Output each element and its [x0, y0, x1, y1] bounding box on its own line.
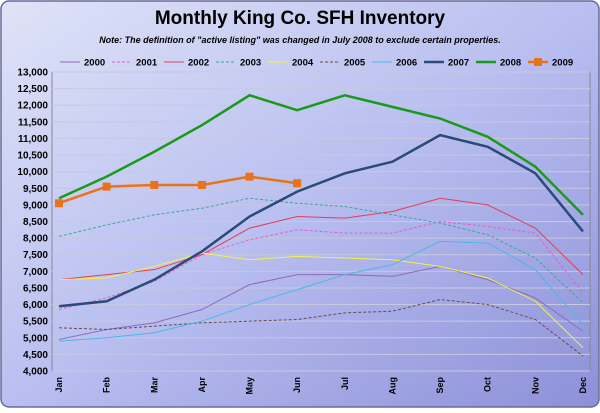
x-tick-label: Aug — [387, 377, 397, 395]
chart-subtitle: Note: The definition of "active listing"… — [99, 35, 501, 45]
legend-label: 2007 — [448, 58, 469, 69]
series-line — [58, 93, 584, 216]
series-line — [58, 265, 584, 340]
y-tick-label: 12,000 — [17, 101, 48, 112]
point-marker — [55, 199, 63, 208]
x-tick-label: Apr — [197, 377, 207, 393]
x-tick-label: Sep — [435, 377, 445, 394]
series-line — [58, 240, 584, 342]
y-tick-label: 11,500 — [18, 117, 48, 128]
y-tick-label: 5,000 — [23, 333, 48, 344]
series-line — [58, 252, 584, 349]
x-tick-label: Jun — [292, 377, 302, 393]
legend-label: 2000 — [84, 58, 105, 69]
y-tick-label: 6,000 — [23, 300, 48, 311]
y-tick-label: 12,500 — [17, 84, 48, 95]
series-line — [58, 197, 584, 281]
legend-label: 2004 — [292, 58, 314, 69]
series-line — [58, 133, 584, 308]
y-tick-label: 5,500 — [23, 317, 48, 328]
y-tick-label: 9,500 — [23, 184, 48, 195]
x-tick-label: Nov — [530, 377, 540, 394]
point-marker — [293, 179, 302, 188]
point-marker — [245, 172, 254, 181]
y-tick-label: 7,000 — [23, 267, 48, 278]
legend-label: 2003 — [240, 58, 261, 69]
legend-label: 2001 — [136, 58, 158, 69]
y-tick-label: 13,000 — [17, 68, 48, 79]
legend-label: 2005 — [344, 58, 366, 69]
y-tick-label: 8,500 — [23, 217, 48, 228]
legend-label: 2009 — [552, 58, 573, 69]
point-marker — [102, 182, 111, 191]
y-tick-label: 11,000 — [18, 134, 48, 145]
y-tick-label: 7,500 — [23, 250, 48, 261]
point-marker — [150, 180, 159, 189]
series-line — [58, 175, 298, 205]
point-marker — [197, 180, 206, 189]
y-tick-label: 9,000 — [23, 200, 48, 211]
y-tick-label: 4,500 — [23, 350, 48, 361]
x-tick-label: Jan — [54, 377, 64, 393]
legend-label: 2008 — [500, 58, 521, 69]
y-tick-label: 8,000 — [23, 234, 48, 245]
x-tick-label: Dec — [578, 377, 588, 394]
legend-label: 2002 — [188, 58, 209, 69]
x-tick-label: Mar — [149, 377, 159, 394]
x-tick-label: Jul — [340, 377, 350, 390]
series-line — [58, 299, 584, 357]
x-tick-label: Feb — [102, 377, 112, 394]
series-line — [58, 197, 584, 304]
legend-marker — [534, 58, 542, 66]
y-tick-label: 10,500 — [17, 151, 48, 162]
y-tick-label: 4,000 — [23, 367, 48, 378]
legend-label: 2006 — [396, 58, 417, 69]
y-tick-label: 10,000 — [17, 167, 48, 178]
chart-title: Monthly King Co. SFH Inventory — [155, 8, 446, 29]
y-tick-label: 6,500 — [23, 283, 48, 294]
x-tick-label: Oct — [483, 377, 493, 392]
x-tick-label: May — [245, 377, 255, 395]
